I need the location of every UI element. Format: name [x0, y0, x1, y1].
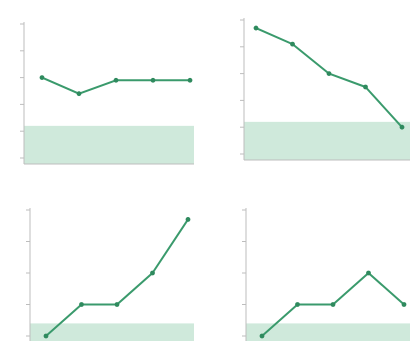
- data-point: [290, 41, 295, 47]
- data-point: [326, 71, 332, 76]
- chart-panel-bottom-right: [242, 208, 410, 341]
- chart-panel-top-left: [20, 22, 194, 165]
- data-point: [76, 91, 82, 97]
- data-point: [330, 302, 336, 307]
- shaded-band: [30, 323, 194, 341]
- data-point: [113, 77, 119, 83]
- data-point: [150, 270, 155, 276]
- data-point: [114, 302, 120, 307]
- shaded-band: [246, 323, 410, 341]
- data-point: [187, 77, 193, 83]
- data-point: [295, 302, 300, 307]
- chart-panel-bottom-left: [26, 208, 194, 341]
- data-point: [366, 270, 371, 276]
- data-point: [39, 75, 45, 80]
- data-point: [79, 302, 84, 307]
- data-point: [401, 302, 407, 307]
- data-point: [399, 124, 405, 130]
- shaded-band: [24, 125, 194, 164]
- data-point: [253, 25, 259, 31]
- data-point: [259, 333, 265, 339]
- data-point: [43, 333, 49, 339]
- data-point: [363, 84, 368, 90]
- chart-panel-top-right: [240, 18, 410, 161]
- shaded-band: [244, 121, 410, 160]
- series-line: [45, 218, 189, 337]
- series-line: [255, 27, 403, 129]
- data-point: [150, 77, 156, 83]
- data-point: [185, 217, 191, 222]
